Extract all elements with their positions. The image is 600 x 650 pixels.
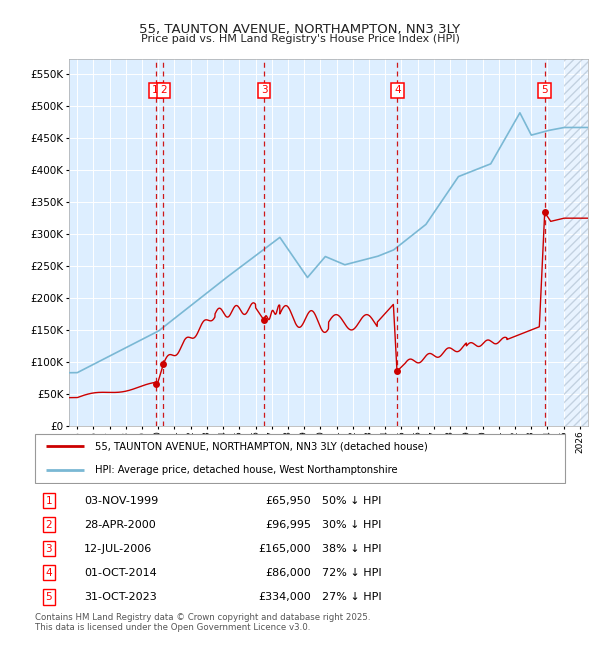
Text: £65,950: £65,950 — [265, 496, 311, 506]
Text: £96,995: £96,995 — [265, 520, 311, 530]
Text: 38% ↓ HPI: 38% ↓ HPI — [322, 544, 381, 554]
Text: 2: 2 — [46, 520, 52, 530]
Text: 55, TAUNTON AVENUE, NORTHAMPTON, NN3 3LY: 55, TAUNTON AVENUE, NORTHAMPTON, NN3 3LY — [139, 23, 461, 36]
Text: 27% ↓ HPI: 27% ↓ HPI — [322, 592, 381, 602]
Text: 1: 1 — [152, 85, 159, 96]
Text: 50% ↓ HPI: 50% ↓ HPI — [322, 496, 381, 506]
Text: 3: 3 — [46, 544, 52, 554]
Text: 01-OCT-2014: 01-OCT-2014 — [84, 568, 157, 578]
Text: HPI: Average price, detached house, West Northamptonshire: HPI: Average price, detached house, West… — [95, 465, 397, 474]
FancyBboxPatch shape — [35, 434, 565, 483]
Text: 03-NOV-1999: 03-NOV-1999 — [84, 496, 158, 506]
Text: 4: 4 — [394, 85, 401, 96]
Text: 2: 2 — [160, 85, 167, 96]
Text: 5: 5 — [46, 592, 52, 602]
Text: 4: 4 — [46, 568, 52, 578]
Text: Contains HM Land Registry data © Crown copyright and database right 2025.
This d: Contains HM Land Registry data © Crown c… — [35, 613, 371, 632]
Text: 28-APR-2000: 28-APR-2000 — [84, 520, 156, 530]
Text: 1: 1 — [46, 496, 52, 506]
Text: 31-OCT-2023: 31-OCT-2023 — [84, 592, 157, 602]
Text: £334,000: £334,000 — [258, 592, 311, 602]
Text: 55, TAUNTON AVENUE, NORTHAMPTON, NN3 3LY (detached house): 55, TAUNTON AVENUE, NORTHAMPTON, NN3 3LY… — [95, 441, 428, 451]
Text: £86,000: £86,000 — [265, 568, 311, 578]
Text: £165,000: £165,000 — [258, 544, 311, 554]
Text: 72% ↓ HPI: 72% ↓ HPI — [322, 568, 381, 578]
Text: Price paid vs. HM Land Registry's House Price Index (HPI): Price paid vs. HM Land Registry's House … — [140, 34, 460, 44]
Text: 12-JUL-2006: 12-JUL-2006 — [84, 544, 152, 554]
Text: 5: 5 — [541, 85, 548, 96]
Text: 30% ↓ HPI: 30% ↓ HPI — [322, 520, 381, 530]
Text: 3: 3 — [261, 85, 268, 96]
